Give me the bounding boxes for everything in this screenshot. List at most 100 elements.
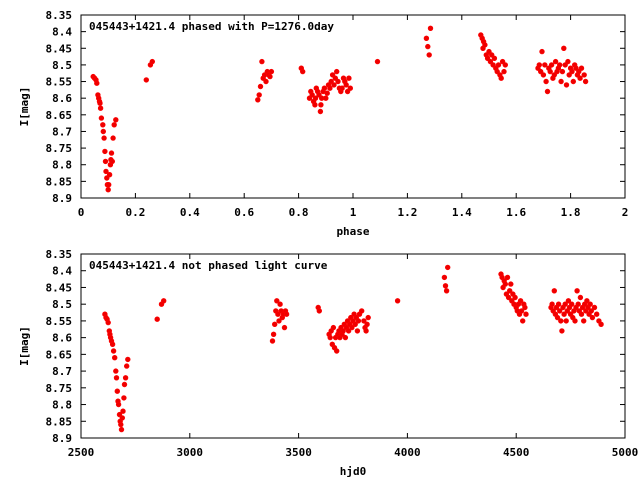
data-point — [355, 318, 362, 324]
data-point — [502, 62, 508, 68]
data-point — [575, 301, 581, 307]
data-point — [276, 318, 282, 324]
x-tick-labels: 0 0.2 0.4 0.6 0.8 1 1.2 1.4 1.6 1.8 2 — [78, 206, 629, 219]
data-point — [508, 281, 514, 287]
data-points — [90, 25, 589, 193]
y-tick-label: 8.65 — [46, 109, 73, 122]
data-point — [97, 105, 104, 111]
data-point — [334, 348, 340, 354]
data-point — [562, 301, 568, 307]
data-point — [113, 375, 120, 381]
data-point — [283, 311, 290, 317]
data-point — [119, 415, 126, 421]
data-point — [519, 318, 526, 324]
data-point — [327, 334, 333, 341]
data-point — [340, 328, 346, 334]
phased-light-curve-panel: 0 0.2 0.4 0.6 0.8 1 1.2 1.4 1.6 1.8 2 8.358.48.458… — [18, 9, 628, 238]
data-point — [335, 78, 341, 85]
x-axis-label: phase — [336, 225, 369, 238]
data-point — [309, 92, 315, 98]
data-point — [342, 334, 349, 341]
data-point — [443, 288, 450, 294]
plot-frame — [80, 253, 626, 439]
data-points — [102, 264, 604, 433]
y-tick-label: 8.5 — [52, 59, 72, 72]
data-point — [504, 274, 511, 281]
y-tick-label: 8.75 — [46, 142, 73, 155]
data-point — [507, 288, 513, 294]
plot-frame — [80, 14, 626, 199]
data-point — [268, 68, 275, 75]
x-axis-label: hjd0 — [340, 465, 367, 478]
data-point — [522, 304, 528, 311]
data-point — [573, 65, 579, 71]
data-point — [588, 308, 594, 314]
data-point — [343, 82, 349, 88]
data-point — [110, 135, 116, 141]
data-point — [565, 298, 572, 304]
data-point — [559, 328, 565, 334]
data-point — [354, 328, 361, 334]
data-point — [556, 308, 563, 314]
y-tick-label: 8.6 — [52, 332, 72, 345]
data-point — [256, 92, 262, 98]
y-tick-label: 8.55 — [46, 315, 73, 328]
data-point — [102, 158, 109, 165]
data-point — [495, 62, 502, 68]
data-point — [106, 172, 113, 178]
x-tick-label: 2500 — [68, 446, 95, 459]
y-tick-label: 8.55 — [46, 76, 73, 89]
data-point — [572, 318, 578, 324]
data-point — [94, 80, 100, 86]
data-point — [581, 72, 587, 78]
data-point — [327, 85, 333, 91]
data-point — [518, 308, 525, 314]
data-point — [578, 311, 585, 317]
data-point — [584, 298, 590, 304]
data-point — [263, 78, 269, 85]
data-point — [331, 82, 337, 88]
data-point — [347, 85, 353, 91]
data-point — [323, 95, 329, 101]
data-point — [105, 187, 111, 193]
y-tick-label: 8.8 — [52, 159, 72, 172]
data-point — [598, 321, 604, 327]
x-tick-labels: 2500 3000 3500 4000 4500 5000 — [68, 446, 639, 459]
data-point — [558, 78, 564, 85]
data-point — [269, 338, 276, 344]
data-point — [427, 25, 434, 31]
data-point — [115, 401, 122, 408]
data-point — [105, 182, 112, 188]
x-tick-label: 0.6 — [234, 206, 254, 219]
y-axis-label: I[mag] — [18, 87, 31, 127]
data-point — [120, 408, 126, 414]
x-tick-label: 0.2 — [125, 206, 145, 219]
data-point — [121, 381, 128, 388]
data-point — [123, 363, 130, 369]
y-tick-label: 8.85 — [46, 175, 73, 188]
data-point — [565, 58, 571, 65]
data-point — [108, 150, 115, 156]
data-point — [121, 395, 127, 401]
data-point — [555, 301, 562, 307]
data-point — [111, 122, 117, 128]
data-point — [559, 68, 566, 75]
data-point — [114, 388, 121, 394]
data-point — [556, 62, 563, 68]
data-point — [281, 324, 288, 331]
data-point — [275, 311, 281, 317]
data-point — [512, 294, 518, 301]
y-tick-label: 8.4 — [52, 265, 72, 278]
data-point — [568, 301, 575, 307]
data-point — [352, 321, 358, 327]
y-tick-labels: 8.35 8.4 8.45 8.5 8.55 8.6 8.65 8.7 8.75 8.8 8.85 8… — [46, 9, 73, 205]
y-axis-label: I[mag] — [18, 326, 31, 366]
y-tick-label: 8.4 — [52, 26, 72, 39]
data-point — [318, 102, 324, 108]
data-point — [578, 65, 585, 71]
data-point — [551, 288, 557, 294]
y-tick-label: 8.8 — [52, 399, 72, 412]
data-point — [425, 43, 431, 50]
data-point — [111, 355, 118, 361]
data-point — [359, 308, 365, 314]
